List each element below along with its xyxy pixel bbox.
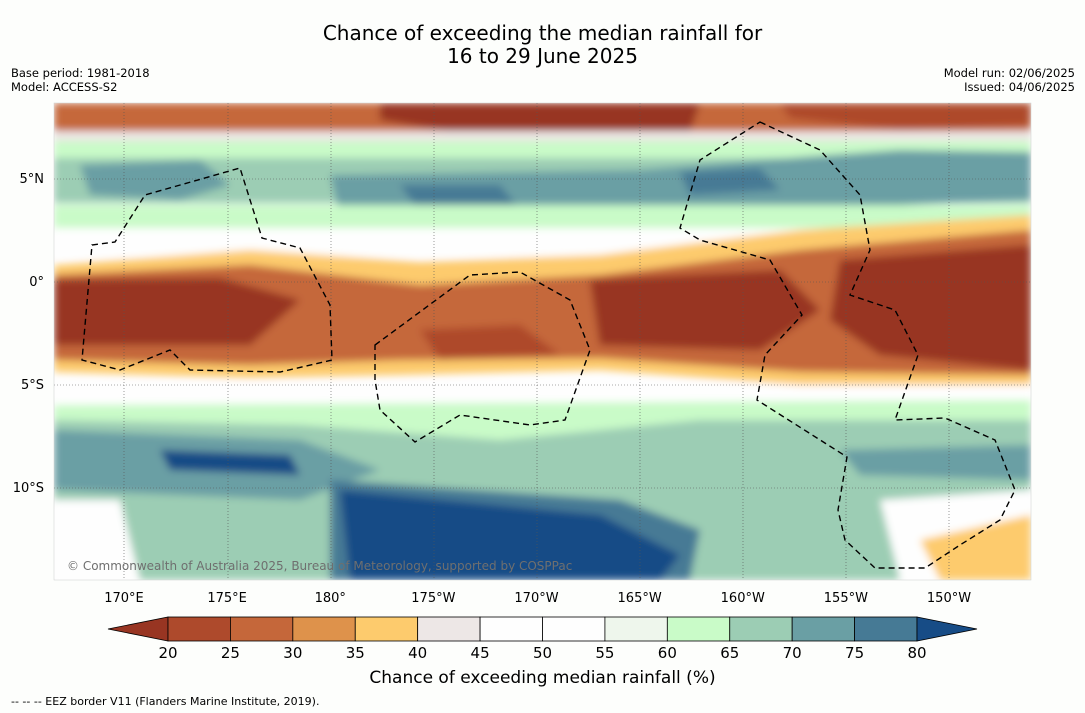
issued-label: Issued: 04/06/2025 xyxy=(964,80,1075,94)
map-title-line2: 16 to 29 June 2025 xyxy=(447,44,638,68)
meta-right: Model run: 02/06/2025 Issued: 04/06/2025 xyxy=(944,66,1075,94)
eez-footnote: -- -- -- EEZ border V11 (Flanders Marine… xyxy=(11,695,320,708)
lon-label-7: 155°W xyxy=(824,591,868,606)
latitude-labels: 5°N 0° 5°S 10°S xyxy=(13,172,44,496)
north-very-dry-patch xyxy=(380,103,700,140)
eez-borders xyxy=(81,121,1016,569)
south-neutral-band xyxy=(54,385,1031,405)
colorbar-tick-12: 80 xyxy=(907,644,926,662)
colorbar-title: Chance of exceeding median rainfall (%) xyxy=(369,668,716,688)
map-title: Chance of exceeding the median rainfall … xyxy=(0,22,1085,68)
colorbar-segment-11 xyxy=(854,616,918,642)
lon-label-8: 150°W xyxy=(927,591,971,606)
lat-label-3: 10°S xyxy=(13,481,44,496)
colorbar-segment-3 xyxy=(354,616,419,642)
south-west-neutral xyxy=(54,500,140,580)
equatorial-dry-band xyxy=(54,230,1031,375)
colorbar-tick-6: 50 xyxy=(533,644,552,662)
map-title-line1: Chance of exceeding the median rainfall … xyxy=(322,21,763,45)
lon-label-6: 160°W xyxy=(721,591,765,606)
lon-label-2: 180° xyxy=(315,591,346,606)
colorbar-segment-0 xyxy=(167,616,231,642)
model-label: Model: ACCESS-S2 xyxy=(11,80,118,94)
north-neutral-band xyxy=(54,131,1031,141)
colorbar-over-arrow xyxy=(916,616,978,642)
lon-label-0: 170°E xyxy=(104,591,144,606)
copyright-notice: © Commonwealth of Australia 2025, Bureau… xyxy=(67,559,573,573)
lon-label-4: 170°W xyxy=(514,591,558,606)
south-wet-patch-east xyxy=(840,445,1031,480)
south-wet-core-central xyxy=(340,490,680,580)
north-wet-band-light xyxy=(54,141,1031,161)
colorbar-tick-2: 30 xyxy=(283,644,302,662)
lat-label-2: 5°S xyxy=(21,378,44,393)
dry-patch-south xyxy=(420,325,560,360)
lon-label-5: 165°W xyxy=(618,591,662,606)
model-run-label: Model run: 02/06/2025 xyxy=(943,66,1075,80)
map-field xyxy=(54,103,1031,580)
eez-border-central xyxy=(374,271,591,443)
colorbar-tick-10: 70 xyxy=(783,644,802,662)
colorbar-segment-5 xyxy=(479,616,543,642)
south-wet-core-west xyxy=(160,450,300,475)
eez-border-east xyxy=(679,121,1016,569)
colorbar-tick-0: 20 xyxy=(158,644,177,662)
north-east-dry-patch xyxy=(780,103,1031,130)
eez-border-west xyxy=(81,167,333,373)
very-dry-patch-central xyxy=(590,270,820,350)
very-dry-patch-east xyxy=(830,245,1031,370)
colorbar-tick-7: 55 xyxy=(595,644,614,662)
colorbar-segment-2 xyxy=(292,616,356,642)
colorbar-tick-3: 35 xyxy=(346,644,365,662)
colorbar-tick-9: 65 xyxy=(720,644,739,662)
lat-label-1: 0° xyxy=(29,275,44,290)
south-east-dry-patch xyxy=(920,515,1031,580)
wet-core-east xyxy=(680,168,780,195)
base-period-label: Base period: 1981-2018 xyxy=(11,66,150,80)
longitude-labels: 170°E 175°E 180° 175°W 170°W 165°W 160°W 155°W 1… xyxy=(104,591,971,606)
colorbar-segment-6 xyxy=(542,616,606,642)
map-gridlines xyxy=(54,103,1031,580)
colorbar-tick-4: 40 xyxy=(408,644,427,662)
colorbar-tick-11: 75 xyxy=(845,644,864,662)
lat-label-0: 5°N xyxy=(20,172,45,187)
lon-label-1: 175°E xyxy=(207,591,247,606)
colorbar-segment-8 xyxy=(666,616,731,642)
colorbar-segment-4 xyxy=(417,616,481,642)
colorbar-tick-1: 25 xyxy=(221,644,240,662)
colorbar-segment-10 xyxy=(791,616,855,642)
colorbar: 20 25 30 35 40 45 50 55 60 65 70 75 80 xyxy=(107,616,978,662)
colorbar-tick-8: 60 xyxy=(658,644,677,662)
colorbar-tick-5: 45 xyxy=(471,644,490,662)
colorbar-under-arrow xyxy=(107,616,169,642)
lon-label-3: 175°W xyxy=(411,591,455,606)
colorbar-segment-1 xyxy=(230,616,294,642)
map-frame xyxy=(53,102,1032,581)
wet-patch-west xyxy=(80,160,230,200)
colorbar-segment-7 xyxy=(604,616,668,642)
colorbar-segment-9 xyxy=(729,616,793,642)
meta-left: Base period: 1981-2018 Model: ACCESS-S2 xyxy=(11,66,150,94)
very-dry-patch-west xyxy=(54,278,300,345)
